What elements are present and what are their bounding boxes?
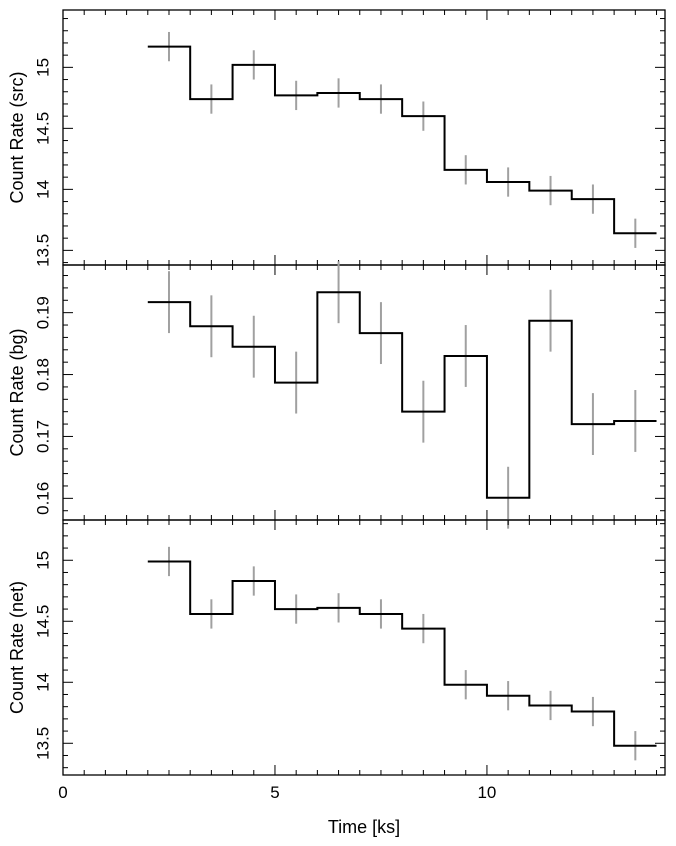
y-axis-label: Count Rate (net): [7, 581, 27, 714]
plot-frame: [62, 264, 666, 521]
y-tick-label: 14.5: [33, 605, 52, 638]
count-rate-step-line: [147, 560, 657, 747]
panel-1: 13.5 14 14.5 15 Count Rate (src): [7, 9, 666, 267]
panel-3: 13.5 14 14.5 15 Count Rate (net) 0 5 10 Time [ks…: [7, 519, 666, 837]
y-tick-label: 0.16: [33, 482, 52, 515]
count-rate-step-line: [147, 45, 657, 235]
y-tick-label: 14: [33, 180, 52, 199]
y-tick-label: 13.5: [33, 234, 52, 267]
plot-frame: [62, 519, 666, 776]
x-tick-label: 5: [270, 783, 279, 802]
y-tick-label: 0.17: [33, 420, 52, 453]
x-tick-label: 10: [477, 783, 496, 802]
y-tick-label: 15: [33, 551, 52, 570]
y-tick-label: 13.5: [33, 727, 52, 760]
plot-frame: [62, 9, 666, 266]
x-tick-label: 0: [58, 783, 67, 802]
y-tick-label: 0.18: [33, 358, 52, 391]
panel-2: 0.16 0.17 0.18 0.19 Count Rate (bg): [7, 261, 666, 529]
count-rate-step-line: [147, 291, 657, 499]
x-axis-label: Time [ks]: [328, 817, 400, 837]
y-tick-label: 0.19: [33, 296, 52, 329]
y-tick-label: 14: [33, 673, 52, 692]
y-tick-label: 14.5: [33, 112, 52, 145]
y-axis-label: Count Rate (bg): [7, 328, 27, 456]
y-tick-label: 15: [33, 58, 52, 77]
y-axis-label: Count Rate (src): [7, 71, 27, 203]
